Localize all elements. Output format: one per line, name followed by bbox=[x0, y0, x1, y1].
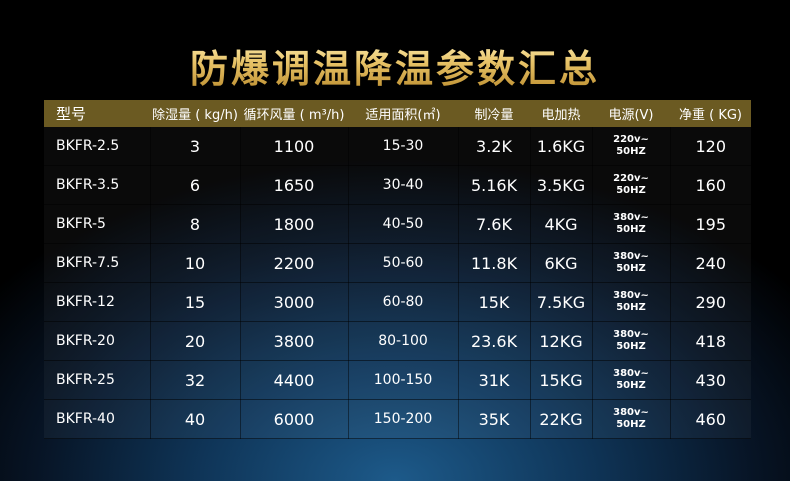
table-row: BKFR-7.5 10 2200 50-60 11.8K 6KG 380v~ 50HZ 240 bbox=[44, 243, 751, 283]
table-cell: 7.5KG bbox=[530, 282, 593, 322]
table-cell: 460 bbox=[670, 399, 751, 439]
column-header: 适用面积(㎡) bbox=[348, 100, 458, 127]
table-cell: 4KG bbox=[530, 204, 593, 244]
parameter-table: 型号 除湿量 ( kg/h) 循环风量 ( m³/h) 适用面积(㎡) 制冷量 电加热 电源… bbox=[44, 100, 751, 439]
power-value: 50HZ bbox=[616, 263, 646, 274]
table-cell: 23.6K bbox=[458, 321, 531, 361]
power-value: 380v~ bbox=[613, 251, 649, 262]
table-cell: BKFR-7.5 bbox=[44, 243, 151, 283]
column-header: 除湿量 ( kg/h) bbox=[150, 100, 240, 127]
column-header: 电加热 bbox=[530, 100, 592, 127]
table-cell: 150-200 bbox=[348, 399, 459, 439]
table-cell: 4400 bbox=[240, 360, 349, 400]
table-cell: 240 bbox=[670, 243, 751, 283]
power-cell: 380v~ 50HZ bbox=[592, 282, 671, 322]
power-value: 380v~ bbox=[613, 368, 649, 379]
power-value: 50HZ bbox=[616, 419, 646, 430]
table-cell: 3 bbox=[150, 127, 241, 166]
power-value: 50HZ bbox=[616, 224, 646, 235]
power-value: 380v~ bbox=[613, 329, 649, 340]
power-value: 380v~ bbox=[613, 212, 649, 223]
table-row: BKFR-40 40 6000 150-200 35K 22KG 380v~ 50HZ 460 bbox=[44, 399, 751, 439]
table-cell: BKFR-2.5 bbox=[44, 127, 151, 166]
power-cell: 220v~ 50HZ bbox=[592, 165, 671, 205]
power-cell: 220v~ 50HZ bbox=[592, 127, 671, 166]
power-value: 380v~ bbox=[613, 290, 649, 301]
table-cell: 8 bbox=[150, 204, 241, 244]
table-cell: 5.16K bbox=[458, 165, 531, 205]
table-cell: 20 bbox=[150, 321, 241, 361]
power-value: 220v~ bbox=[613, 173, 649, 184]
column-header: 净重 ( KG) bbox=[670, 100, 751, 127]
table-cell: BKFR-40 bbox=[44, 399, 151, 439]
table-cell: 3.5KG bbox=[530, 165, 593, 205]
table-cell: 15 bbox=[150, 282, 241, 322]
power-cell: 380v~ 50HZ bbox=[592, 204, 671, 244]
table-cell: 30-40 bbox=[348, 165, 459, 205]
table-cell: 15K bbox=[458, 282, 531, 322]
power-value: 50HZ bbox=[616, 341, 646, 352]
table-row: BKFR-25 32 4400 100-150 31K 15KG 380v~ 50HZ 430 bbox=[44, 360, 751, 400]
table-cell: 31K bbox=[458, 360, 531, 400]
table-cell: 40-50 bbox=[348, 204, 459, 244]
column-header: 电源(V) bbox=[592, 100, 670, 127]
table-row: BKFR-3.5 6 1650 30-40 5.16K 3.5KG 220v~ 50HZ 160 bbox=[44, 165, 751, 205]
table-cell: 60-80 bbox=[348, 282, 459, 322]
table-cell: 50-60 bbox=[348, 243, 459, 283]
table-cell: BKFR-3.5 bbox=[44, 165, 151, 205]
table-cell: BKFR-20 bbox=[44, 321, 151, 361]
table-cell: 6KG bbox=[530, 243, 593, 283]
table-cell: 3.2K bbox=[458, 127, 531, 166]
table-cell: 1650 bbox=[240, 165, 349, 205]
table-cell: 195 bbox=[670, 204, 751, 244]
power-value: 50HZ bbox=[616, 146, 646, 157]
table-row: BKFR-20 20 3800 80-100 23.6K 12KG 380v~ 50HZ 418 bbox=[44, 321, 751, 361]
table-cell: 80-100 bbox=[348, 321, 459, 361]
table-cell: 15KG bbox=[530, 360, 593, 400]
power-value: 50HZ bbox=[616, 380, 646, 391]
table-cell: 32 bbox=[150, 360, 241, 400]
table-cell: 3000 bbox=[240, 282, 349, 322]
table-header-row: 型号 除湿量 ( kg/h) 循环风量 ( m³/h) 适用面积(㎡) 制冷量 电加热 电源… bbox=[44, 100, 751, 127]
table-cell: 11.8K bbox=[458, 243, 531, 283]
power-cell: 380v~ 50HZ bbox=[592, 243, 671, 283]
table-cell: 1.6KG bbox=[530, 127, 593, 166]
table-cell: 418 bbox=[670, 321, 751, 361]
table-cell: 2200 bbox=[240, 243, 349, 283]
table-cell: 1800 bbox=[240, 204, 349, 244]
table-cell: 430 bbox=[670, 360, 751, 400]
table-cell: 35K bbox=[458, 399, 531, 439]
power-value: 50HZ bbox=[616, 302, 646, 313]
column-header: 制冷量 bbox=[458, 100, 530, 127]
table-cell: 7.6K bbox=[458, 204, 531, 244]
table-cell: 120 bbox=[670, 127, 751, 166]
power-cell: 380v~ 50HZ bbox=[592, 321, 671, 361]
table-cell: 12KG bbox=[530, 321, 593, 361]
table-cell: 100-150 bbox=[348, 360, 459, 400]
table-cell: 160 bbox=[670, 165, 751, 205]
table-cell: BKFR-5 bbox=[44, 204, 151, 244]
power-value: 380v~ bbox=[613, 407, 649, 418]
table-cell: 1100 bbox=[240, 127, 349, 166]
power-value: 50HZ bbox=[616, 185, 646, 196]
column-header: 循环风量 ( m³/h) bbox=[240, 100, 348, 127]
table-cell: 6 bbox=[150, 165, 241, 205]
table-cell: 22KG bbox=[530, 399, 593, 439]
table-cell: 6000 bbox=[240, 399, 349, 439]
column-header: 型号 bbox=[44, 100, 150, 127]
page-title: 防爆调温降温参数汇总 bbox=[0, 38, 790, 93]
table-row: BKFR-5 8 1800 40-50 7.6K 4KG 380v~ 50HZ 195 bbox=[44, 204, 751, 244]
power-cell: 380v~ 50HZ bbox=[592, 399, 671, 439]
table-cell: 290 bbox=[670, 282, 751, 322]
table-cell: 15-30 bbox=[348, 127, 459, 166]
table-cell: 40 bbox=[150, 399, 241, 439]
table-row: BKFR-2.5 3 1100 15-30 3.2K 1.6KG 220v~ 50HZ 120 bbox=[44, 127, 751, 166]
table-cell: 10 bbox=[150, 243, 241, 283]
power-cell: 380v~ 50HZ bbox=[592, 360, 671, 400]
table-cell: BKFR-12 bbox=[44, 282, 151, 322]
power-value: 220v~ bbox=[613, 134, 649, 145]
table-cell: BKFR-25 bbox=[44, 360, 151, 400]
table-cell: 3800 bbox=[240, 321, 349, 361]
table-row: BKFR-12 15 3000 60-80 15K 7.5KG 380v~ 50HZ 290 bbox=[44, 282, 751, 322]
